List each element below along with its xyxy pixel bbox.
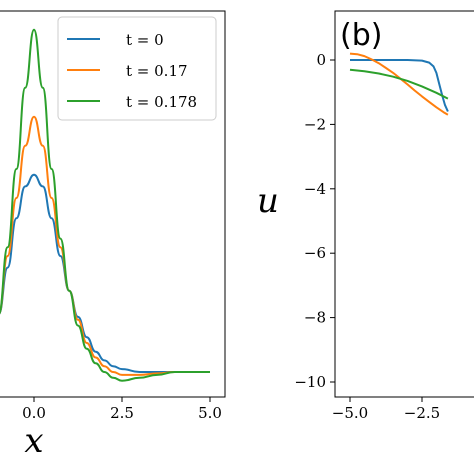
panel-b-y-tick-label: −4 xyxy=(304,180,326,198)
panel-b-y-axis-label: u xyxy=(257,181,279,221)
panel-b-y-tick-label: 0 xyxy=(316,51,326,69)
panel-b-series-line-1 xyxy=(349,52,449,116)
panel-b: 0 −2 −4 −6 −8 −10 −5.0 −2.5 (b) u xyxy=(257,10,474,422)
panel-b-y-tick-label: −2 xyxy=(304,115,326,133)
panel-b-x-ticks: −5.0 −2.5 xyxy=(332,397,440,422)
legend-label-0: t = 0 xyxy=(126,31,164,49)
legend-box xyxy=(57,16,217,121)
panel-a-series-line-1 xyxy=(0,115,210,376)
panel-a-frame xyxy=(0,10,226,398)
panel-a-x-tick-label: 2.5 xyxy=(110,404,134,422)
panel-a-x-tick-label: 0.0 xyxy=(22,404,46,422)
panel-b-series-line-2 xyxy=(349,68,449,100)
panel-b-y-tick-label: −10 xyxy=(294,373,326,391)
panel-a-series-lines xyxy=(0,28,210,382)
panel-a: 0.0 2.5 5.0 x t = 0 t = 0.17 t = 0.178 xyxy=(0,10,226,461)
panel-a-x-tick-label: 5.0 xyxy=(198,404,222,422)
panel-a-series-line-2 xyxy=(0,28,210,382)
legend-label-2: t = 0.178 xyxy=(126,93,197,111)
panel-b-x-tick-label: −2.5 xyxy=(404,404,440,422)
panel-b-tag: (b) xyxy=(340,18,382,53)
panel-b-y-ticks: 0 −2 −4 −6 −8 −10 xyxy=(294,51,335,391)
panel-a-x-ticks: 0.0 2.5 5.0 xyxy=(22,397,222,422)
panel-b-y-tick-label: −8 xyxy=(304,309,326,327)
panel-a-series-line-0 xyxy=(0,173,210,373)
panel-b-frame xyxy=(334,10,474,398)
legend-label-1: t = 0.17 xyxy=(126,62,188,80)
panel-a-x-axis-label: x xyxy=(24,421,43,461)
panel-b-x-tick-label: −5.0 xyxy=(332,404,368,422)
panel-a-legend: t = 0 t = 0.17 t = 0.178 xyxy=(57,16,217,121)
panel-b-y-tick-label: −6 xyxy=(304,244,326,262)
panel-b-series-lines xyxy=(349,52,449,116)
